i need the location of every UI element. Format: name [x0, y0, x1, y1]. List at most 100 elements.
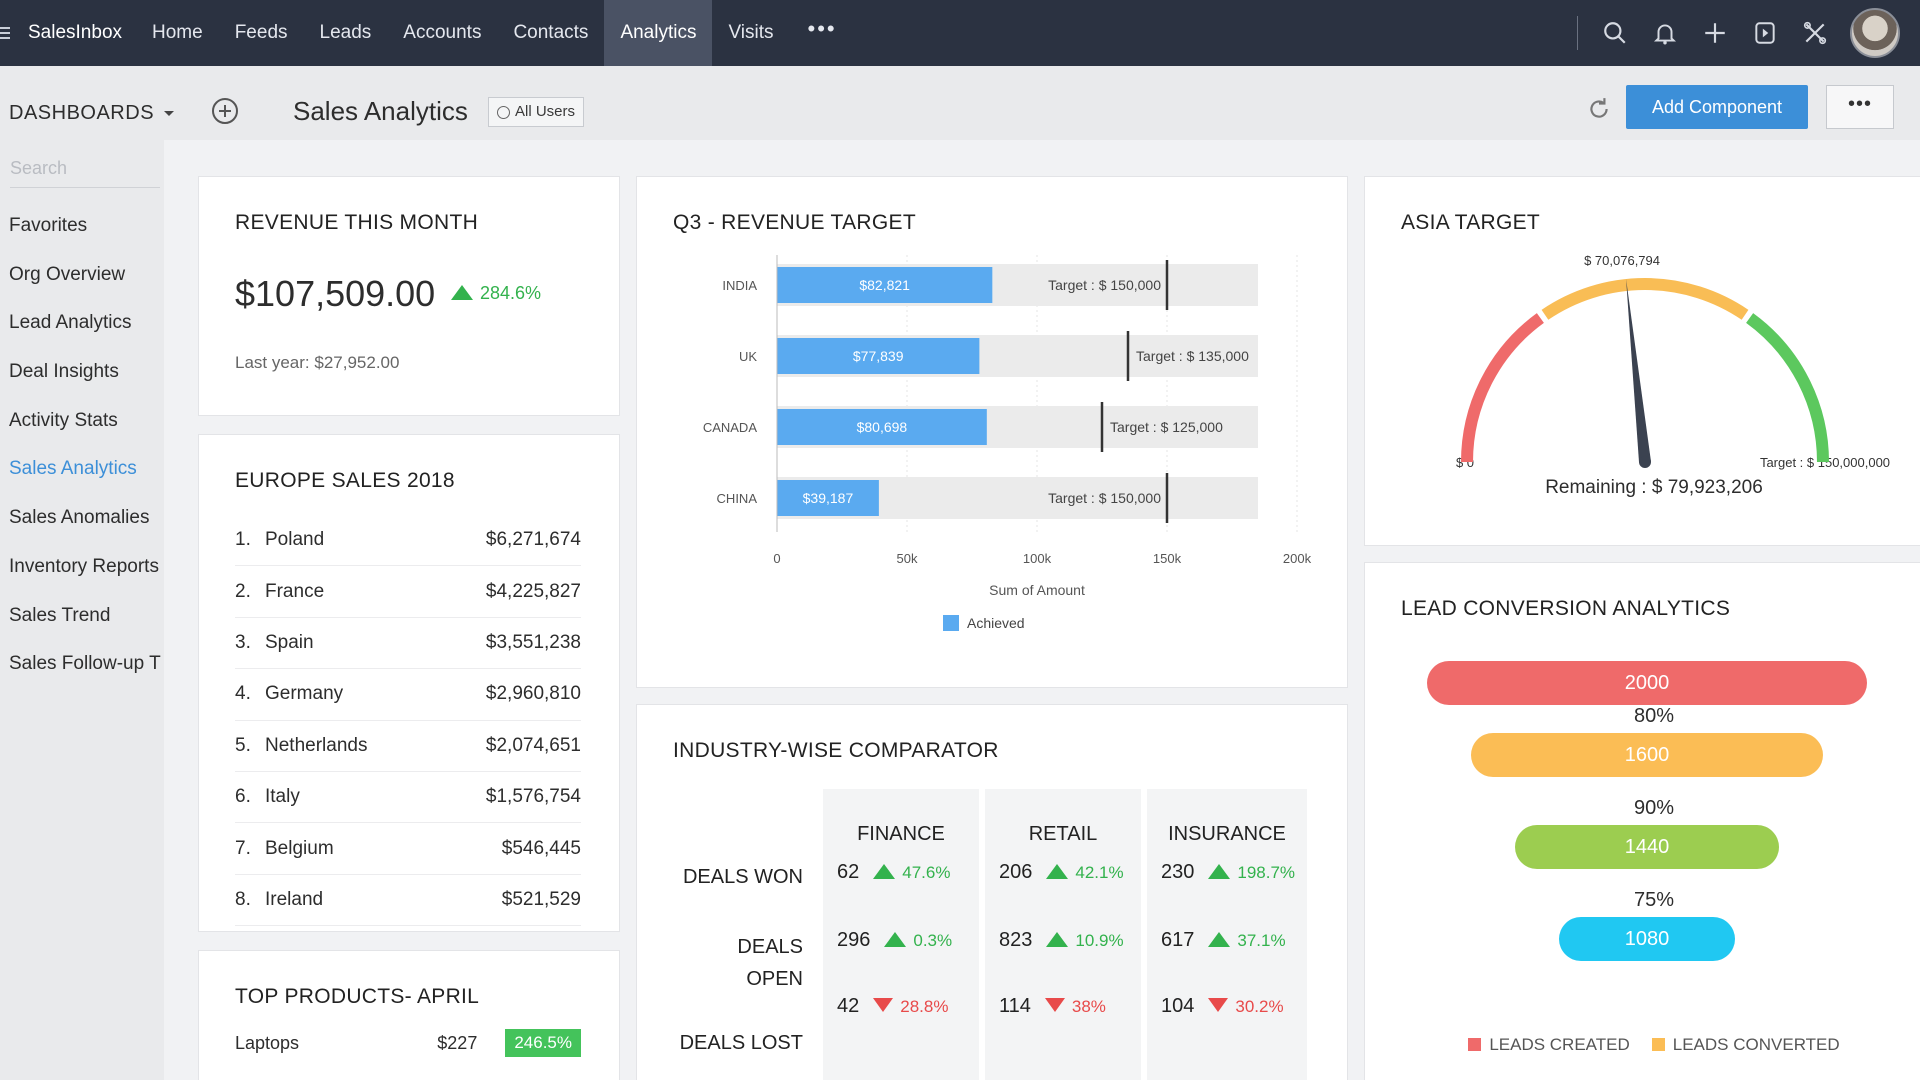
up-arrow-icon: [1208, 932, 1231, 947]
bell-icon[interactable]: [1650, 18, 1680, 48]
funnel-stage-bar: 1080: [1559, 917, 1735, 961]
refresh-icon[interactable]: [1586, 96, 1612, 122]
sidebar-item-sales-analytics[interactable]: Sales Analytics: [9, 458, 137, 480]
user-avatar[interactable]: [1850, 8, 1900, 58]
play-box-icon[interactable]: [1750, 18, 1780, 48]
country-name: Belgium: [265, 837, 334, 859]
category-label: CANADA: [703, 420, 758, 435]
up-arrow-icon: [1046, 864, 1069, 879]
x-tick-label: 200k: [1283, 551, 1312, 566]
cell-value: 104: [1161, 995, 1195, 1017]
row-label-deals-open: DEALS OPEN: [737, 936, 803, 990]
add-component-button[interactable]: Add Component: [1626, 85, 1808, 129]
sidebar-item-lead-analytics[interactable]: Lead Analytics: [9, 312, 132, 334]
legend-swatch: [1468, 1038, 1482, 1051]
sidebar-item-favorites[interactable]: Favorites: [9, 215, 88, 236]
up-arrow-icon: [451, 285, 473, 300]
bar-value-label: $39,187: [803, 490, 854, 506]
legend-label: LEADS CONVERTED: [1672, 1035, 1840, 1054]
search-icon[interactable]: [1600, 18, 1630, 48]
sidebar-item-deal-insights[interactable]: Deal Insights: [9, 361, 119, 383]
top-navigation-bar: SalesInbox Home Feeds Leads Accounts Con…: [0, 0, 1920, 66]
cell-value: 62: [837, 861, 860, 883]
nav-accounts[interactable]: Accounts: [403, 22, 482, 43]
column-header-finance: FINANCE: [857, 823, 945, 845]
nav-feeds[interactable]: Feeds: [234, 22, 288, 43]
product-name: Laptops: [235, 1032, 300, 1053]
add-dashboard-icon[interactable]: [212, 98, 238, 124]
brand-name[interactable]: SalesInbox: [28, 22, 123, 43]
down-arrow-icon: [1208, 998, 1229, 1012]
nav-leads[interactable]: Leads: [319, 22, 372, 43]
sidebar-item-org-overview[interactable]: Org Overview: [9, 263, 126, 285]
card-title: LEAD CONVERSION ANALYTICS: [1401, 597, 1731, 620]
sidebar-item-activity-stats[interactable]: Activity Stats: [9, 409, 118, 431]
sidebar-item-sales-follow-up[interactable]: Sales Follow-up T: [9, 653, 161, 675]
x-tick-label: 0: [773, 551, 780, 566]
tools-icon[interactable]: [1800, 18, 1830, 48]
cell-value: 206: [999, 861, 1033, 883]
revenue-last-year: Last year: $27,952.00: [235, 353, 400, 372]
sidebar-search-input[interactable]: Search: [10, 158, 160, 188]
country-name: Ireland: [265, 888, 324, 910]
revenue-card: REVENUE THIS MONTH $107,509.00 284.6% La…: [198, 176, 620, 416]
achieved-bar: [777, 338, 980, 374]
target-label: Target : $ 125,000: [1110, 419, 1223, 435]
funnel-rate: 90%: [1633, 797, 1675, 819]
comparator-cell: 823 10.9%: [999, 929, 1141, 952]
nav-contacts[interactable]: Contacts: [513, 22, 589, 43]
comparator-cell: 62 47.6%: [837, 861, 979, 884]
cell-change: 38%: [1071, 997, 1106, 1016]
table-row: 1. Poland $6,271,674: [235, 515, 581, 567]
funnel-rate: 80%: [1633, 705, 1675, 727]
dashboards-dropdown[interactable]: DASHBOARDS: [9, 102, 175, 125]
nav-home[interactable]: Home: [152, 22, 203, 43]
target-label: Target : $ 150,000: [1048, 490, 1161, 506]
cell-value: 823: [999, 929, 1033, 951]
nav-more-button[interactable]: •••: [807, 16, 837, 41]
card-title: EUROPE SALES 2018: [235, 469, 455, 492]
cell-value: 114: [999, 995, 1031, 1017]
dashboard-content: REVENUE THIS MONTH $107,509.00 284.6% La…: [164, 140, 1920, 1080]
sidebar-item-sales-anomalies[interactable]: Sales Anomalies: [9, 507, 150, 529]
plus-icon[interactable]: [1700, 18, 1730, 48]
target-label: Target : $ 150,000: [1048, 277, 1161, 293]
gauge-segment-mid: [1541, 278, 1749, 320]
revenue-change-value: 284.6%: [480, 283, 542, 303]
target-label: Target : $ 135,000: [1136, 348, 1249, 364]
dashboard-sidebar: Search Favorites Org Overview Lead Analy…: [0, 140, 164, 1080]
up-arrow-icon: [873, 864, 896, 879]
all-users-filter[interactable]: All Users: [488, 97, 585, 127]
table-row: 4. Germany $2,960,810: [235, 669, 581, 721]
column-header-insurance: INSURANCE: [1168, 823, 1286, 845]
cell-value: 296: [837, 929, 871, 951]
down-arrow-icon: [873, 998, 894, 1012]
nav-divider: [1577, 16, 1578, 50]
nav-analytics[interactable]: Analytics: [604, 0, 713, 66]
table-row: 6. Italy $1,576,754: [235, 772, 581, 824]
nav-visits[interactable]: Visits: [728, 22, 774, 43]
nav-actions: [1577, 0, 1920, 66]
cell-value: 230: [1161, 861, 1195, 883]
sidebar-item-inventory-reports[interactable]: Inventory Reports: [9, 555, 159, 577]
menu-icon[interactable]: [0, 0, 14, 66]
legend-item: LEADS CONVERTED: [1651, 1035, 1840, 1055]
legend-label: LEADS CREATED: [1489, 1035, 1630, 1054]
more-options-button[interactable]: •••: [1826, 85, 1894, 129]
funnel-stage-bar: 2000: [1427, 661, 1867, 705]
up-arrow-icon: [1046, 932, 1069, 947]
gauge-segment-low: [1461, 313, 1544, 463]
card-title: INDUSTRY-WISE COMPARATOR: [673, 739, 999, 762]
cell-change: 10.9%: [1075, 931, 1124, 950]
rank-number: 2.: [235, 580, 251, 602]
achieved-bar: [777, 409, 987, 445]
sidebar-item-sales-trend[interactable]: Sales Trend: [9, 604, 111, 626]
sales-amount: $2,074,651: [485, 734, 581, 756]
table-row: 8. Ireland $521,529: [235, 875, 581, 927]
x-tick-label: 50k: [897, 551, 918, 566]
up-arrow-icon: [884, 932, 907, 947]
gauge-needle: [1626, 278, 1651, 463]
comparator-cell: 104 30.2%: [1161, 995, 1307, 1018]
card-title: Q3 - REVENUE TARGET: [673, 211, 916, 234]
gauge-value-label: $ 70,076,794: [1584, 253, 1660, 268]
